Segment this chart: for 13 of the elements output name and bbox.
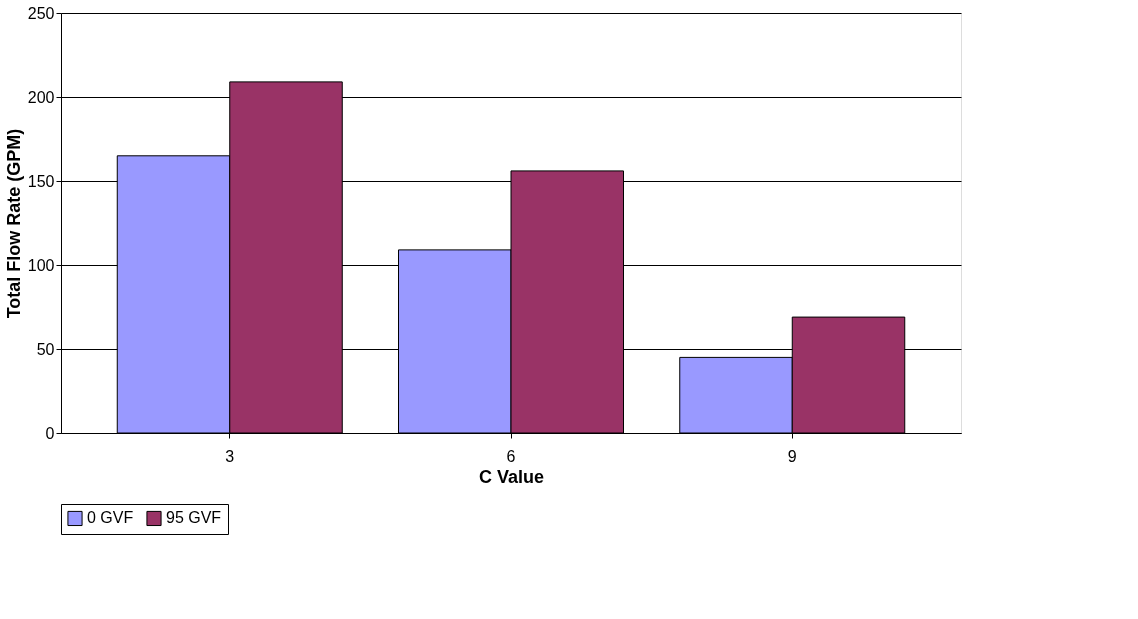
x-tick-label: 9	[787, 447, 797, 465]
y-tick-label: 50	[36, 340, 55, 358]
y-tick-label: 200	[27, 88, 55, 106]
legend-label: 0 GVF	[87, 509, 134, 527]
x-tick-label: 6	[506, 447, 516, 465]
y-tick-label: 0	[45, 424, 55, 442]
y-tick-label: 150	[27, 172, 55, 190]
x-tick-label: 3	[225, 447, 235, 465]
y-tick-label: 250	[27, 4, 55, 22]
y-axis-title: Total Flow Rate (GPM)	[3, 128, 24, 319]
y-tick-label: 100	[27, 256, 55, 274]
x-axis-title: C Value	[478, 466, 545, 487]
legend-label: 95 GVF	[166, 509, 222, 527]
